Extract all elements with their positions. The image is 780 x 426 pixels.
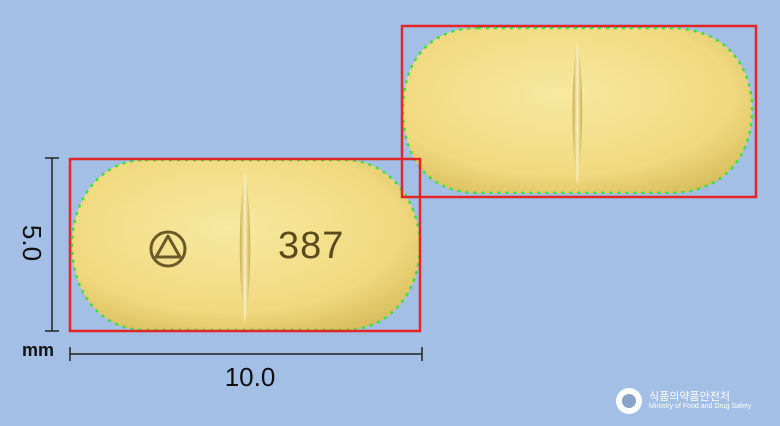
pill-front-side [70, 158, 422, 332]
back-bounding-box [400, 24, 758, 199]
unit-label: mm [22, 340, 55, 360]
agency-name-korean: 식품의약품안전처 [649, 390, 730, 403]
front-bounding-box [68, 157, 422, 333]
width-value-label: 10.0 [224, 362, 276, 392]
agency-logo-icon [616, 388, 642, 414]
height-value-label: 5.0 [17, 224, 47, 262]
pill-back-side [401, 26, 754, 195]
imprint-number: 387 [278, 225, 345, 267]
agency-footer: 식품의약품안전처 Ministry of Food and Drug Safet… [616, 386, 776, 416]
height-dimension-line [45, 157, 59, 332]
width-dimension-line [69, 347, 423, 361]
imprint-logo-icon [149, 230, 187, 268]
pill-back-score-line [572, 40, 583, 185]
pill-front-score-line [239, 172, 251, 322]
agency-name-english: Ministry of Food and Drug Safety [649, 403, 752, 410]
